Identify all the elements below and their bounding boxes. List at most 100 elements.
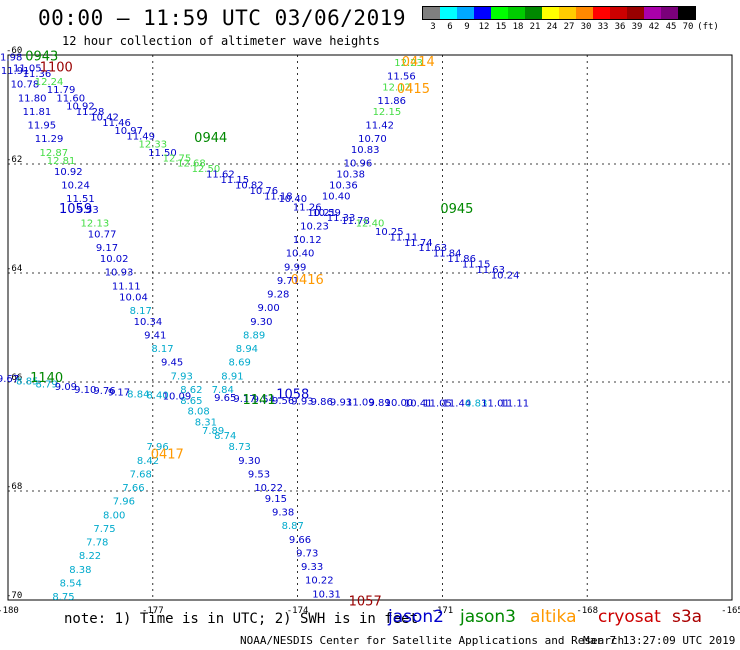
lon-tick-label: -171: [432, 606, 454, 616]
swh-value-label: 9.73: [296, 548, 318, 559]
swh-value-label: 9.76: [93, 386, 115, 397]
pass-time-label: 1057: [349, 594, 382, 609]
swh-value-label: 12.40: [356, 219, 385, 230]
swh-value-label: 9.66: [289, 535, 311, 546]
pass-time-label: 0415: [397, 82, 430, 97]
swh-value-label: 8.62: [180, 385, 202, 396]
swh-value-label: 11.51: [66, 194, 95, 205]
swh-value-label: 11.86: [447, 254, 476, 265]
swh-value-label: 10.31: [312, 589, 341, 600]
swh-value-label: 9.00: [258, 303, 280, 314]
swh-value-label: 10.59: [312, 208, 341, 219]
legend-swatch: [678, 7, 695, 19]
swh-value-label: 11.63: [418, 243, 447, 254]
swh-value-label: 7.93: [171, 371, 193, 382]
swh-value-label: 10.70: [358, 134, 387, 145]
swh-value-label: 11.62: [206, 170, 235, 181]
swh-value-label: 12.81: [47, 156, 76, 167]
lat-tick-label: -60: [6, 46, 22, 56]
pass-time-label: 0944: [194, 131, 227, 146]
swh-value-label: 9.17: [108, 388, 130, 399]
legend-tick-label: 30: [580, 22, 592, 32]
swh-value-label: 9.89: [369, 398, 391, 409]
swh-value-label: 8.31: [195, 418, 217, 429]
page-subtitle: 12 hour collection of altimeter wave hei…: [62, 34, 380, 48]
lat-tick-label: -62: [6, 155, 22, 165]
swh-value-label: 10.36: [329, 181, 358, 192]
swh-value-label: 9.45: [161, 358, 183, 369]
swh-value-label: 11.42: [365, 121, 394, 132]
pass-time-label: 1141: [242, 393, 275, 408]
swh-value-label: 11.50: [148, 148, 177, 159]
swh-value-label: 7.89: [202, 426, 224, 437]
legend-swatch: [559, 7, 576, 19]
swh-value-label: 11.46: [102, 118, 131, 129]
swh-value-label: 9.93: [330, 397, 352, 408]
lat-tick-label: -68: [6, 482, 22, 492]
lat-tick-label: -64: [6, 264, 22, 274]
swh-value-label: 8.85: [16, 377, 38, 388]
legend-swatch: [576, 7, 593, 19]
swh-value-label: 11.28: [76, 107, 105, 118]
legend-jason3: jason3: [460, 607, 516, 627]
swh-value-label: 9.17: [96, 243, 118, 254]
swh-value-label: 10.76: [249, 186, 278, 197]
swh-value-label: 10.92: [66, 102, 95, 113]
legend-tick-label: 70: [682, 22, 694, 32]
legend-tick-label: 15: [495, 22, 507, 32]
swh-value-label: 8.94: [236, 344, 258, 355]
swh-value-label: 11.11: [500, 399, 529, 410]
legend-swatch: [610, 7, 627, 19]
swh-value-label: 8.17: [151, 344, 173, 355]
legend-s3a: s3a: [672, 607, 703, 627]
pass-time-label: 1100: [40, 60, 73, 75]
legend-tick-label: 42: [648, 22, 660, 32]
legend-swatch: [593, 7, 610, 19]
swh-value-label: 10.24: [61, 181, 90, 192]
swh-value-label: 8.38: [69, 565, 91, 576]
swh-value-label: 11.09: [346, 397, 375, 408]
swh-value-label: 9.53: [248, 469, 270, 480]
swh-value-label: 9.86: [311, 397, 333, 408]
swh-value-label: 11.80: [18, 93, 47, 104]
swh-value-label: 11.91: [1, 66, 30, 77]
lon-tick-label: -168: [576, 606, 598, 616]
legend-color-bar: [422, 6, 696, 20]
swh-value-label: 10.34: [134, 317, 163, 328]
legend-tick-label: 24: [546, 22, 558, 32]
legend-swatch: [508, 7, 525, 19]
legend-altika: altika: [530, 607, 577, 627]
swh-value-label: 10.82: [235, 181, 264, 192]
legend-swatch: [474, 7, 491, 19]
swh-value-label: 10.24: [491, 270, 520, 281]
swh-value-label: 9.09: [55, 382, 77, 393]
swh-value-label: 9.99: [284, 262, 306, 273]
legend-tick-label: 33: [597, 22, 609, 32]
pass-time-label: 0943: [25, 49, 58, 64]
legend-tick-label: 39: [631, 22, 643, 32]
legend-tick-label: 36: [614, 22, 626, 32]
swh-value-label: 10.38: [336, 170, 365, 181]
swh-value-label: 10.93: [105, 268, 134, 279]
swh-value-label: 10.77: [88, 230, 117, 241]
swh-value-label: 9.65: [214, 393, 236, 404]
swh-value-label: 9.10: [74, 385, 96, 396]
swh-value-label: 11.56: [387, 72, 416, 83]
legend-jason2: jason2: [388, 607, 444, 627]
lon-tick-label: -177: [142, 606, 164, 616]
swh-value-label: 12.23: [394, 58, 423, 69]
swh-value-label: 11.05: [423, 399, 452, 410]
swh-value-label: 7.78: [86, 538, 108, 549]
swh-value-label: 12.15: [373, 107, 402, 118]
credit-text: NOAA/NESDIS Center for Satellite Applica…: [240, 634, 625, 647]
swh-value-label: 12.33: [138, 140, 167, 151]
swh-value-label: 9.53: [77, 205, 99, 216]
swh-value-label: 11.74: [404, 238, 433, 249]
swh-value-label: 7.66: [122, 483, 144, 494]
legend-swatch: [491, 7, 508, 19]
footer-note: note: 1) Time is in UTC; 2) SWH is in fe…: [64, 611, 419, 627]
swh-value-label: 11.84: [433, 249, 462, 260]
swh-value-label: 8.42: [137, 456, 159, 467]
swh-value-label: 9.17: [233, 394, 255, 405]
legend-labels: 3 6 9 12 15 18 21 24 27 30 33 36 39 42 45 70 (ft): [422, 20, 719, 32]
